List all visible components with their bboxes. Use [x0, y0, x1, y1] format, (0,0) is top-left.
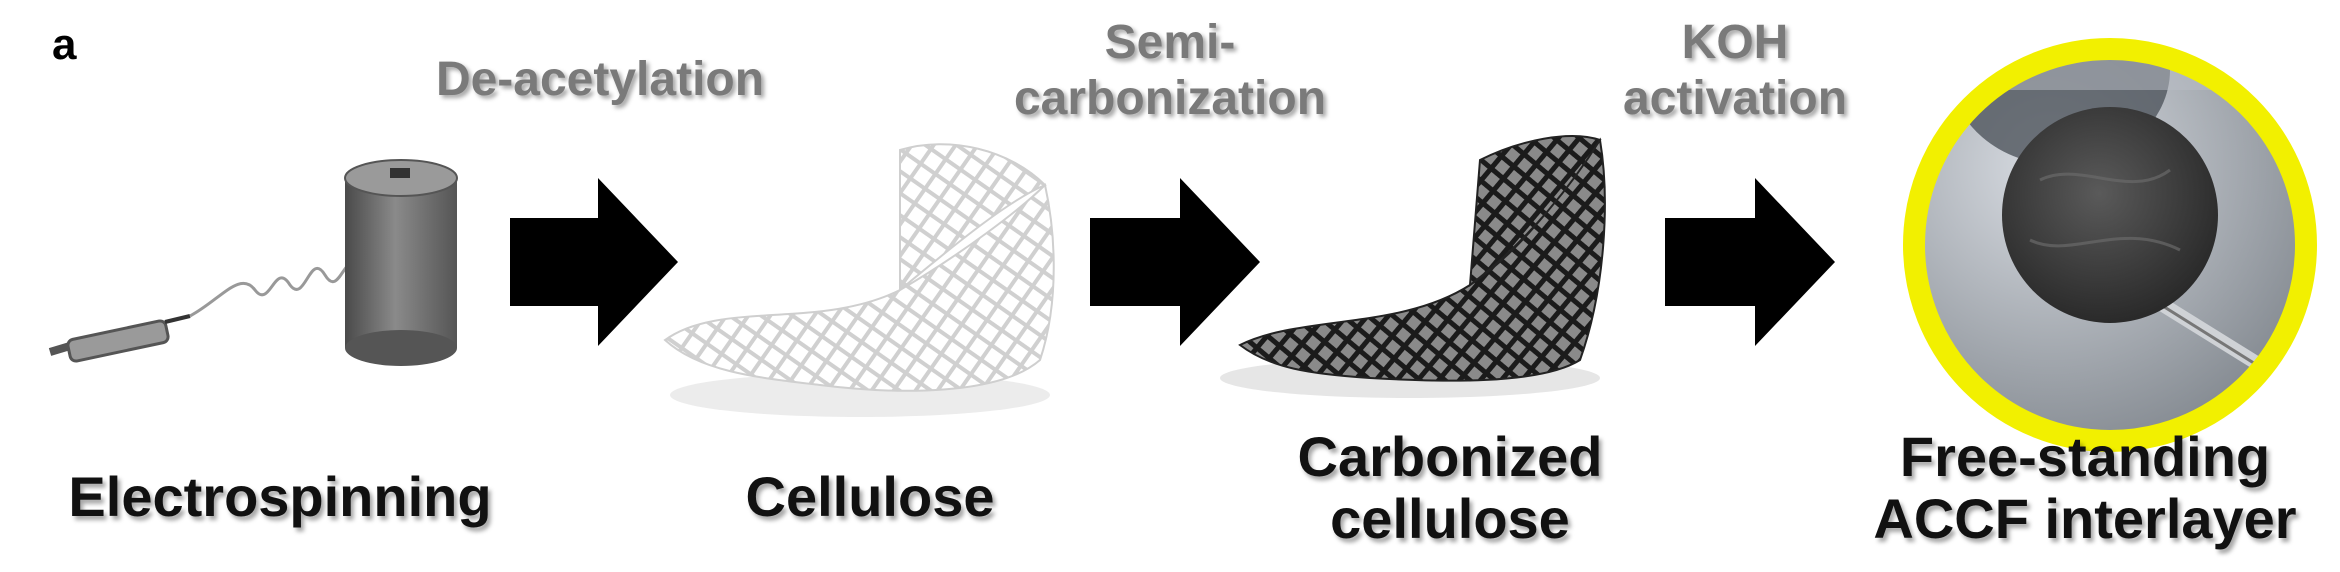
process-label-koh-activation: KOH activation	[1575, 15, 1895, 127]
process-2-line1: Semi-	[1104, 16, 1236, 69]
arrow-3-icon	[1665, 178, 1835, 346]
collector-cylinder	[344, 159, 458, 366]
step-label-electrospinning: Electrospinning	[20, 466, 540, 528]
step-label-cellulose: Cellulose	[710, 466, 1030, 528]
step-label-accf-interlayer: Free-standing ACCF interlayer	[1840, 426, 2330, 550]
accf-disk	[2002, 107, 2218, 323]
step-3-line2: cellulose	[1330, 487, 1570, 550]
carbonized-mesh	[1220, 135, 1606, 398]
electrospinning-illustration	[48, 159, 458, 366]
panel-letter: a	[52, 20, 77, 69]
syringe-icon	[48, 314, 191, 363]
step-2-text: Cellulose	[745, 465, 995, 528]
step-label-carbonized-cellulose: Carbonized cellulose	[1250, 426, 1650, 550]
process-label-semicarbonization: Semi- carbonization	[960, 15, 1380, 127]
arrow-1-icon	[510, 178, 678, 346]
spinning-jet	[189, 261, 362, 318]
process-2-line2: carbonization	[1013, 72, 1327, 125]
process-3-line2: activation	[1622, 72, 1848, 125]
arrow-2-icon	[1090, 178, 1260, 346]
step-3-line1: Carbonized	[1297, 425, 1603, 488]
step-4-line2: ACCF interlayer	[1873, 487, 2297, 550]
process-1-text: De-acetylation	[435, 53, 765, 106]
cellulose-mesh	[663, 143, 1055, 417]
step-4-line1: Free-standing	[1899, 425, 2271, 488]
process-label-deacetylation: De-acetylation	[400, 52, 800, 108]
step-1-text: Electrospinning	[68, 465, 492, 528]
process-3-line1: KOH	[1681, 16, 1789, 69]
interlayer-photo	[1903, 38, 2317, 452]
highlight-ring	[1903, 38, 2317, 452]
